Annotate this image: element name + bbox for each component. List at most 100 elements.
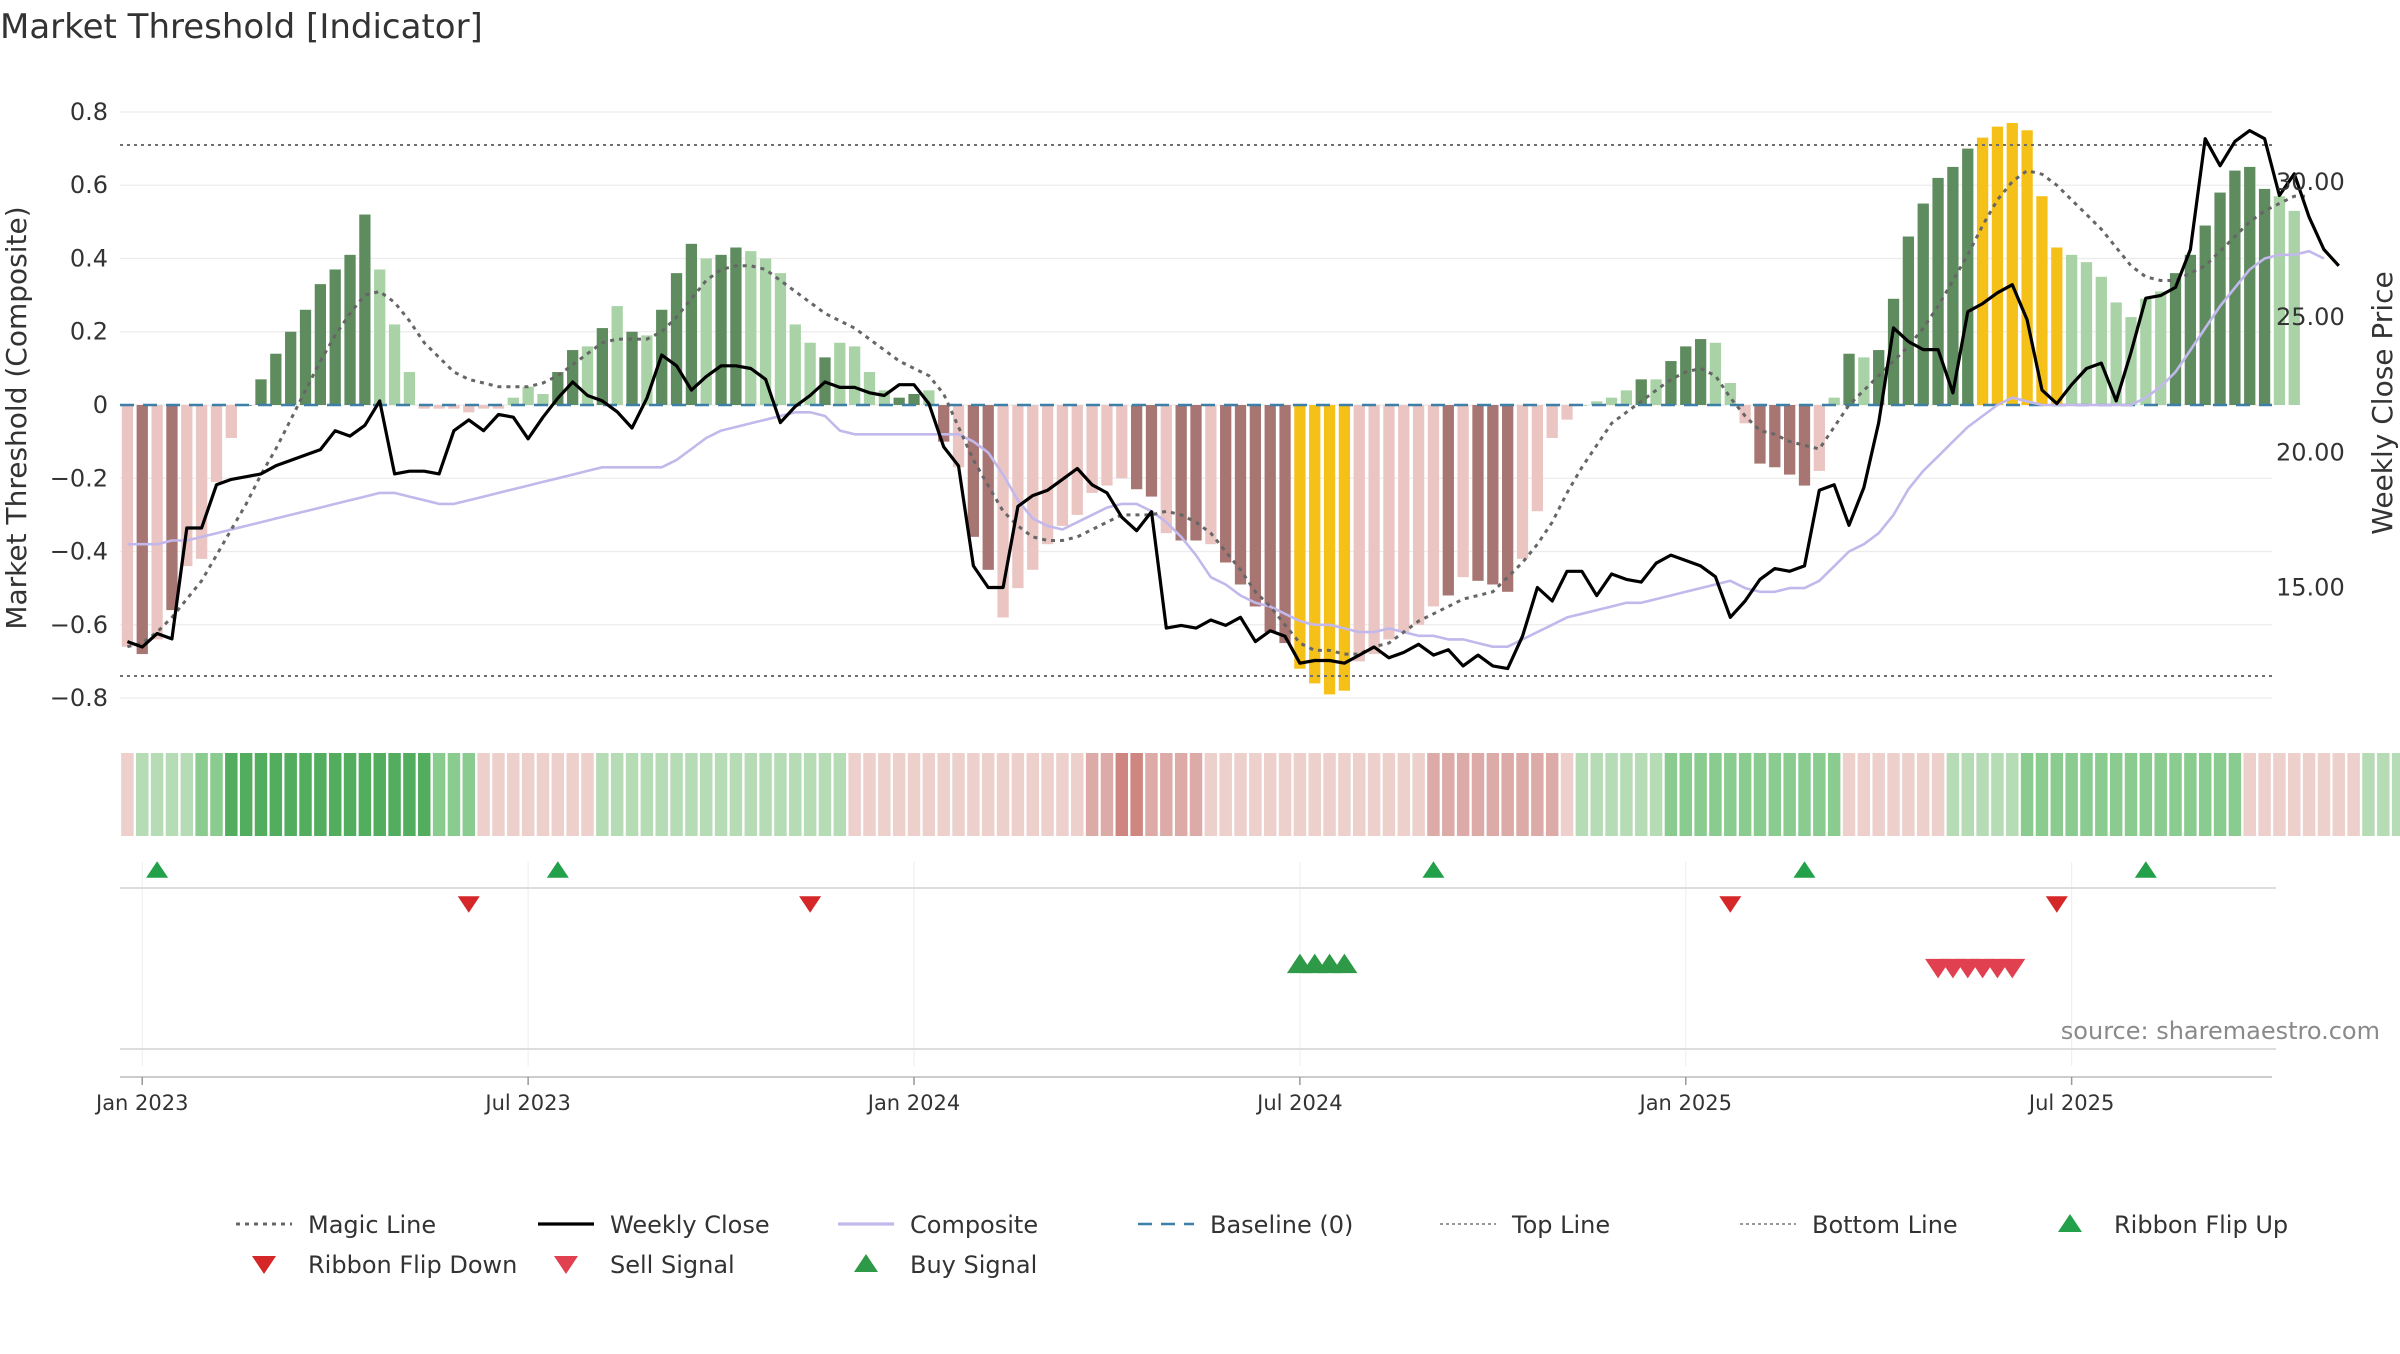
ribbon-cell xyxy=(1456,753,1470,836)
ribbon-cell xyxy=(507,753,520,836)
ribbon-cell xyxy=(1887,753,1900,836)
composite-bar xyxy=(225,405,237,438)
ribbon-cell xyxy=(1471,753,1485,836)
ribbon-cell xyxy=(2317,753,2331,836)
composite-bar xyxy=(1056,405,1069,526)
composite-bar xyxy=(1012,405,1024,589)
ribbon-cell xyxy=(640,753,654,836)
composite-bar xyxy=(834,342,846,405)
composite-bar xyxy=(997,405,1009,618)
ribbon-cell xyxy=(1590,753,1603,836)
ribbon-cell xyxy=(1738,753,1752,836)
ribbon-cell xyxy=(239,753,253,836)
ribbon-cell xyxy=(1783,753,1796,836)
composite-bar xyxy=(388,324,401,405)
composite-bar xyxy=(789,324,801,405)
composite-bar xyxy=(1694,339,1707,405)
composite-bar xyxy=(374,269,386,405)
composite-bar xyxy=(2125,317,2137,405)
right-axis-label: Weekly Close Price xyxy=(2366,271,2399,534)
legend-swatch xyxy=(2058,1214,2082,1232)
composite-bar xyxy=(1976,137,1989,405)
legend-label: Composite xyxy=(910,1211,1038,1239)
ribbon-cell xyxy=(833,753,847,836)
composite-bar xyxy=(1917,203,1929,405)
composite-bar xyxy=(967,405,980,537)
ribbon-cell xyxy=(2065,753,2078,836)
ribbon-cell xyxy=(1798,753,1811,836)
ribbon-cell xyxy=(2154,753,2167,836)
composite-bar xyxy=(1754,405,1766,464)
left-axis-label: Market Threshold (Composite) xyxy=(0,206,33,629)
ribbon-cell xyxy=(1857,753,1871,836)
ribbon-cell xyxy=(1412,753,1425,836)
composite-bar xyxy=(1041,405,1054,545)
ribbon-cell xyxy=(2124,753,2138,836)
ribbon-cell xyxy=(1071,753,1084,836)
ribbon-cell xyxy=(1664,753,1678,836)
composite-bar xyxy=(1798,405,1811,486)
ribbon-cell xyxy=(388,753,401,836)
ribbon-cell xyxy=(1946,753,1960,836)
ribbon-flip-down-marker xyxy=(1719,896,1742,913)
composite-bar xyxy=(1561,405,1573,420)
right-tick-label: 20.00 xyxy=(2276,438,2345,466)
ribbon-cell xyxy=(225,753,238,836)
ribbon-cell xyxy=(981,753,995,836)
ribbon-cell xyxy=(848,753,861,836)
ribbon-cell xyxy=(625,753,639,836)
ribbon-cell xyxy=(492,753,505,836)
ribbon-cell xyxy=(1976,753,1989,836)
legend-label: Baseline (0) xyxy=(1210,1211,1353,1239)
ribbon-cell xyxy=(1323,753,1336,836)
ribbon-cell xyxy=(744,753,757,836)
magic-line xyxy=(127,169,2310,656)
ribbon-cell xyxy=(1575,753,1589,836)
composite-bar xyxy=(1724,383,1736,405)
ribbon-cell xyxy=(1724,753,1737,836)
ribbon-cell xyxy=(1827,753,1841,836)
composite-bar xyxy=(1220,405,1232,563)
composite-bar xyxy=(759,258,772,405)
ribbon-cell xyxy=(1427,753,1440,836)
composite-bar xyxy=(923,390,935,405)
composite-bar xyxy=(849,346,861,405)
composite-bar xyxy=(863,372,876,405)
legend-item: Top Line xyxy=(1440,1211,1610,1239)
ribbon-cell xyxy=(714,753,728,836)
composite-bar xyxy=(1027,405,1039,570)
legend-label: Sell Signal xyxy=(610,1251,735,1279)
legend-label: Ribbon Flip Down xyxy=(308,1251,517,1279)
composite-bar xyxy=(774,273,787,405)
ribbon-cell xyxy=(1263,753,1277,836)
composite-bar xyxy=(552,372,564,405)
ribbon-cell xyxy=(1011,753,1025,836)
ribbon-cell xyxy=(1204,753,1218,836)
composite-bar xyxy=(181,405,193,567)
left-tick-label: 0 xyxy=(93,391,108,419)
left-axis-ticks: 0.8 0.6 0.4 0.2 0 −0.2 −0.4 −0.6 −0.8 xyxy=(50,98,108,712)
composite-bar xyxy=(2273,196,2286,405)
composite-bar xyxy=(2080,262,2093,405)
ribbon-cell xyxy=(2095,753,2108,836)
ribbon-flip-up-marker xyxy=(146,861,169,878)
ribbon-cell xyxy=(1902,753,1915,836)
ribbon-cell xyxy=(803,753,817,836)
composite-bar xyxy=(1902,236,1915,405)
x-tick-label: Jan 2025 xyxy=(1638,1091,1733,1115)
composite-bar xyxy=(1546,405,1558,438)
left-tick-label: −0.4 xyxy=(50,538,108,566)
left-tick-label: −0.6 xyxy=(50,611,108,639)
ribbon-cell xyxy=(1545,753,1559,836)
ribbon-cell xyxy=(136,753,149,836)
composite-bar xyxy=(299,309,312,405)
ribbon-cell xyxy=(1041,753,1054,836)
ribbon-cell xyxy=(1991,753,2004,836)
ribbon-cell xyxy=(418,753,431,836)
composite-bar xyxy=(893,397,905,405)
weekly-close-line xyxy=(126,129,2340,671)
ribbon-cell xyxy=(2362,753,2375,836)
x-tick-label: Jan 2024 xyxy=(866,1091,961,1115)
ribbon-cell xyxy=(2228,753,2242,836)
composite-bar xyxy=(2006,122,2018,405)
